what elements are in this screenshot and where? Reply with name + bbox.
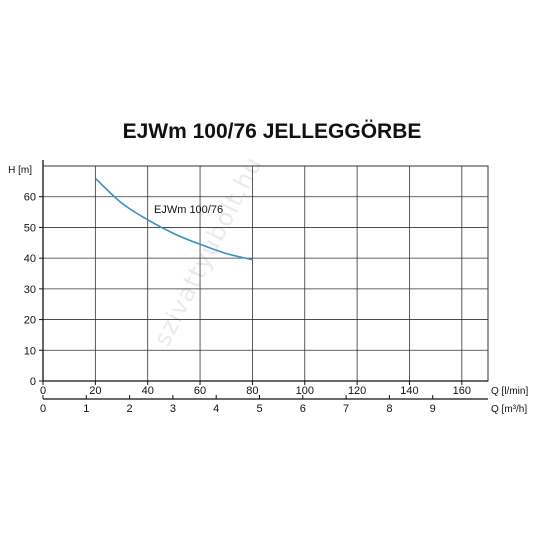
x-tick-label: 120 xyxy=(348,385,366,397)
x-tick-label: 100 xyxy=(296,385,314,397)
x2-tick-label: 6 xyxy=(300,403,306,415)
x-tick-label: 0 xyxy=(40,385,46,397)
x2-tick-label: 4 xyxy=(213,403,219,415)
x2-tick-label: 3 xyxy=(170,403,176,415)
x-tick-label: 40 xyxy=(142,385,154,397)
x-tick-label: 80 xyxy=(246,385,258,397)
x2-tick-label: 2 xyxy=(127,403,133,415)
x-tick-label: 20 xyxy=(89,385,101,397)
x2-tick-label: 9 xyxy=(430,403,436,415)
series-label: EJWm 100/76 xyxy=(154,204,223,216)
y-tick-label: 0 xyxy=(30,376,36,388)
x-tick-label: 140 xyxy=(400,385,418,397)
y-tick-label: 60 xyxy=(24,192,36,204)
y-tick-label: 40 xyxy=(24,253,36,265)
x2-tick-label: 5 xyxy=(256,403,262,415)
tick-labels: 0 10 20 30 40 50 60 0 20 40 60 80 100 120 140 160 0 1 2 3 4 5… xyxy=(24,192,471,415)
x-axis-label-m3h: Q [m³/h] xyxy=(491,404,527,415)
x-tick-label: 60 xyxy=(194,385,206,397)
x2-tick-label: 8 xyxy=(386,403,392,415)
y-axis-label: H [m] xyxy=(8,165,32,176)
x2-tick-label: 7 xyxy=(343,403,349,415)
watermark-text: szivattyubolt.hu xyxy=(148,152,268,351)
grid-lines xyxy=(42,165,489,382)
y-tick-label: 30 xyxy=(24,284,36,296)
data-series xyxy=(94,177,253,261)
x2-tick-label: 1 xyxy=(83,403,89,415)
y-tick-label: 10 xyxy=(24,345,36,357)
x-axis-label-lmin: Q [l/min] xyxy=(491,386,528,397)
series-line xyxy=(94,177,253,261)
axes xyxy=(39,160,488,400)
y-tick-label: 20 xyxy=(24,315,36,327)
chart-title: EJWm 100/76 JELLEGGÖRBE xyxy=(123,120,422,143)
plot-frame xyxy=(42,165,489,382)
x2-tick-label: 0 xyxy=(40,403,46,415)
y-tick-label: 50 xyxy=(24,222,36,234)
x-tick-label: 160 xyxy=(453,385,471,397)
